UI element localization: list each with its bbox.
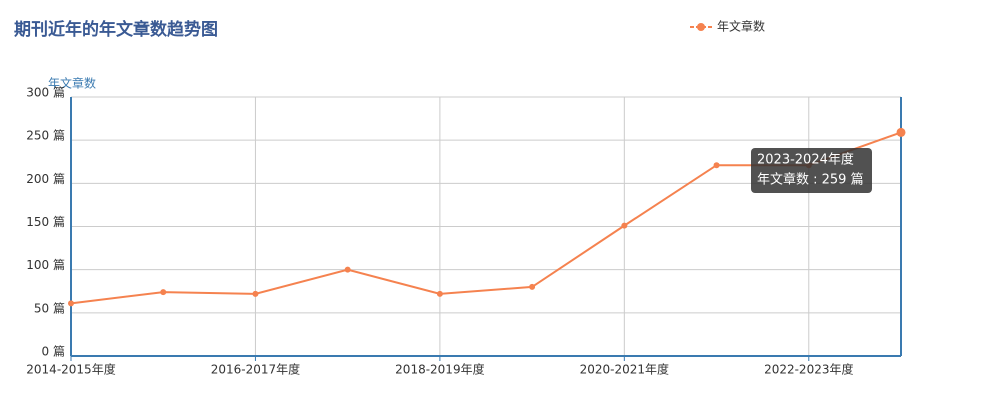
data-point xyxy=(252,290,259,297)
y-tick-label: 0 篇 xyxy=(42,344,65,359)
chart-title: 期刊近年的年文章数趋势图 xyxy=(14,19,218,40)
tooltip-box xyxy=(751,148,872,193)
data-point xyxy=(68,300,74,307)
tooltip-title: 2023-2024年度 xyxy=(757,152,854,168)
data-point xyxy=(713,162,720,169)
y-axis-label: 年文章数 xyxy=(48,76,96,91)
y-tick-label: 100 篇 xyxy=(26,257,65,272)
data-point xyxy=(896,127,906,137)
y-tick-label: 200 篇 xyxy=(26,171,65,186)
x-tick-label: 2020-2021年度 xyxy=(580,362,669,377)
data-point xyxy=(344,266,351,273)
legend-marker xyxy=(697,23,705,31)
x-tick-label: 2022-2023年度 xyxy=(764,362,853,377)
y-tick-label: 300 篇 xyxy=(26,85,65,100)
data-point xyxy=(621,222,628,229)
y-tick-label: 250 篇 xyxy=(26,128,65,143)
tooltip-line: 年文章数 : 259 篇 xyxy=(757,172,864,188)
y-tick-label: 150 篇 xyxy=(26,214,65,229)
data-point xyxy=(529,283,536,290)
data-point xyxy=(160,289,167,296)
x-tick-label: 2014-2015年度 xyxy=(26,362,115,377)
legend-label: 年文章数 xyxy=(717,19,765,34)
x-tick-label: 2016-2017年度 xyxy=(211,362,300,377)
x-tick-label: 2018-2019年度 xyxy=(395,362,484,377)
data-point xyxy=(436,290,443,297)
y-tick-label: 50 篇 xyxy=(34,300,65,315)
